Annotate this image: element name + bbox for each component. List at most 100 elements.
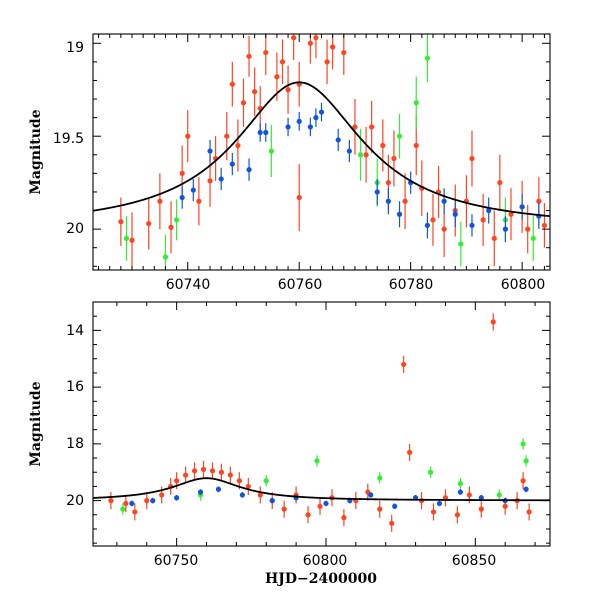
bottom-red-point bbox=[430, 509, 437, 515]
top-red-point bbox=[525, 226, 531, 232]
top-red-point bbox=[129, 237, 135, 243]
bottom-green-point bbox=[427, 469, 434, 475]
top-red-point bbox=[185, 133, 191, 139]
top-green-point bbox=[413, 100, 419, 106]
bottom-red-point bbox=[159, 492, 165, 498]
top-blue-point bbox=[207, 148, 213, 154]
top-blue-point bbox=[190, 187, 196, 193]
top-red-point bbox=[441, 226, 447, 232]
top-y-axis-label: Magnitude bbox=[28, 109, 44, 194]
bottom-red-point bbox=[341, 515, 347, 521]
top-red-point bbox=[274, 74, 280, 80]
bottom-red-point bbox=[144, 498, 150, 504]
top-panel: 19 19.5 20 60740 60760 60780 60800 Magni… bbox=[28, 33, 551, 293]
top-xtick-60760: 60760 bbox=[278, 277, 323, 293]
top-blue-point bbox=[229, 161, 235, 167]
top-green-point bbox=[424, 55, 430, 61]
top-red-point bbox=[536, 198, 542, 204]
top-blue-point bbox=[335, 137, 341, 143]
top-red-point bbox=[252, 89, 258, 95]
bottom-blue-point bbox=[392, 503, 398, 509]
top-red-point bbox=[146, 220, 152, 227]
top-red-point bbox=[480, 217, 486, 223]
top-blue-point bbox=[502, 226, 509, 232]
bottom-y-tick-labels: 14 16 18 20 bbox=[66, 323, 84, 509]
bottom-ytick-20: 20 bbox=[66, 493, 84, 509]
bottom-red-point bbox=[174, 478, 180, 484]
bottom-green-point bbox=[120, 506, 126, 512]
top-blue-point bbox=[218, 176, 224, 182]
bottom-green-point bbox=[314, 458, 320, 464]
bottom-red-point bbox=[305, 512, 311, 518]
top-xtick-60800: 60800 bbox=[501, 277, 546, 293]
top-data-marks bbox=[118, 34, 548, 270]
top-blue-point bbox=[452, 211, 458, 217]
top-red-point bbox=[541, 222, 548, 229]
top-green-point bbox=[396, 133, 403, 139]
top-xtick-60780: 60780 bbox=[389, 277, 434, 293]
bottom-blue-point bbox=[129, 500, 135, 507]
top-red-point bbox=[469, 155, 475, 162]
top-red-point bbox=[240, 100, 247, 106]
bottom-blue-point bbox=[269, 498, 275, 504]
bottom-red-point bbox=[502, 503, 508, 509]
bottom-green-point bbox=[496, 492, 502, 498]
top-red-point bbox=[157, 198, 163, 204]
bottom-blue-point bbox=[436, 500, 443, 507]
top-blue-point bbox=[285, 124, 291, 130]
top-red-point bbox=[179, 170, 185, 176]
bottom-ytick-18: 18 bbox=[66, 436, 84, 452]
top-blue-point bbox=[424, 222, 430, 229]
top-blue-point bbox=[313, 115, 319, 121]
top-red-point bbox=[291, 35, 297, 41]
bottom-red-point bbox=[407, 449, 413, 455]
top-red-point bbox=[380, 142, 386, 149]
top-blue-point bbox=[486, 207, 492, 214]
top-ticks bbox=[93, 34, 550, 270]
top-x-tick-labels: 60740 60760 60780 60800 bbox=[166, 277, 546, 293]
bottom-blue-point bbox=[215, 486, 222, 492]
top-blue-point bbox=[469, 222, 475, 229]
top-blue-point bbox=[296, 118, 302, 124]
top-xtick-60740: 60740 bbox=[166, 277, 211, 293]
top-red-point bbox=[352, 124, 358, 130]
top-green-point bbox=[173, 217, 180, 223]
top-red-point bbox=[313, 35, 319, 41]
top-red-point bbox=[229, 81, 235, 87]
bottom-red-point bbox=[123, 500, 129, 507]
bottom-blue-point bbox=[368, 492, 374, 498]
bottom-panel: 14 16 18 20 60750 60800 60850 Magnitude … bbox=[28, 301, 551, 587]
top-blue-point bbox=[257, 129, 263, 136]
top-red-point bbox=[508, 211, 514, 217]
bottom-red-point bbox=[389, 520, 395, 526]
bottom-x-tick-labels: 60750 60800 60850 bbox=[154, 553, 497, 569]
bottom-ytick-14: 14 bbox=[66, 323, 84, 339]
bottom-red-point bbox=[200, 466, 207, 472]
bottom-red-point bbox=[466, 492, 472, 498]
top-red-point bbox=[307, 40, 313, 46]
bottom-green-point bbox=[523, 458, 529, 464]
top-red-point bbox=[369, 124, 375, 130]
bottom-red-point bbox=[520, 478, 526, 484]
top-red-point bbox=[296, 194, 302, 201]
bottom-red-point bbox=[478, 506, 484, 512]
bottom-data-marks bbox=[108, 313, 532, 532]
bottom-y-axis-label: Magnitude bbox=[28, 381, 44, 466]
top-red-point bbox=[330, 44, 336, 50]
top-red-point bbox=[391, 155, 397, 162]
bottom-red-point bbox=[218, 469, 225, 475]
top-green-point bbox=[530, 235, 536, 242]
top-red-point bbox=[207, 178, 213, 184]
top-green-point bbox=[123, 235, 130, 242]
top-red-point bbox=[196, 198, 202, 204]
bottom-red-point bbox=[377, 506, 383, 512]
top-y-tick-labels: 19 19.5 20 bbox=[53, 40, 84, 237]
top-blue-point bbox=[441, 198, 447, 204]
bottom-red-point bbox=[526, 509, 532, 515]
top-blue-point bbox=[318, 109, 325, 115]
bottom-red-point bbox=[257, 492, 263, 498]
top-red-point bbox=[118, 219, 124, 225]
top-red-point bbox=[279, 59, 286, 65]
top-ytick-19: 19 bbox=[66, 40, 84, 56]
